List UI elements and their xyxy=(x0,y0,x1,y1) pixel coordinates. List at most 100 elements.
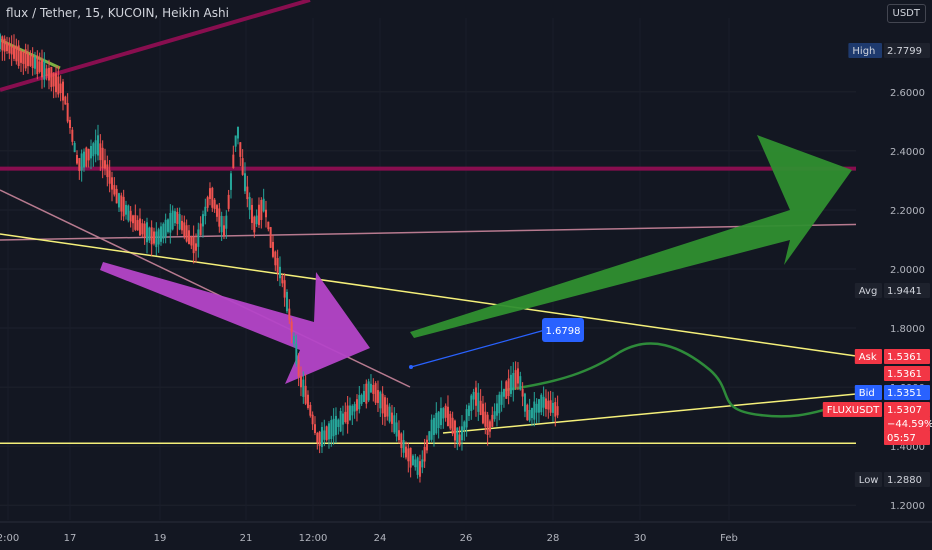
candle-body xyxy=(500,391,503,405)
candle-body xyxy=(547,400,550,410)
candle-body xyxy=(3,38,6,52)
candle-body xyxy=(386,404,389,417)
candle-body xyxy=(243,173,246,192)
candle-body xyxy=(514,370,517,388)
price-tag-name: Bid xyxy=(859,388,875,399)
candle-body xyxy=(185,225,188,242)
candle-body xyxy=(283,280,286,298)
candle-body xyxy=(353,404,356,412)
candle-body xyxy=(99,143,102,161)
candle-body xyxy=(549,400,552,413)
x-tick-label: 28 xyxy=(547,533,560,544)
candle-body xyxy=(556,406,559,416)
candle-body xyxy=(0,34,1,50)
candle-body xyxy=(526,404,529,421)
candle-body xyxy=(201,214,204,227)
candle-body xyxy=(96,135,99,156)
candle-body xyxy=(425,439,428,451)
candle-body xyxy=(183,222,186,237)
candle-body xyxy=(5,42,8,52)
candle-body xyxy=(516,368,519,384)
candle-body xyxy=(551,402,554,413)
candle-body xyxy=(297,359,300,377)
candle-body xyxy=(19,51,22,63)
y-tick-label: 1.2000 xyxy=(890,501,925,512)
candle-body xyxy=(260,200,263,220)
candle-body xyxy=(330,420,333,439)
candle-body xyxy=(407,448,410,462)
candle-body xyxy=(106,164,109,178)
candle-body xyxy=(176,211,179,224)
candle-body xyxy=(150,227,153,245)
candle-body xyxy=(388,406,391,422)
candle-body xyxy=(463,421,466,430)
candle-body xyxy=(374,383,377,403)
candle-body xyxy=(507,378,510,397)
candle-body xyxy=(528,409,531,421)
candle-body xyxy=(367,381,370,401)
candle-body xyxy=(22,51,25,64)
candle-body xyxy=(339,410,342,432)
currency-button[interactable]: USDT xyxy=(886,4,926,23)
candle-body xyxy=(236,126,239,139)
candles xyxy=(0,32,559,483)
candle-body xyxy=(38,61,41,72)
green-projection-curve xyxy=(504,342,837,418)
candle-body xyxy=(435,412,438,434)
candle-body xyxy=(437,411,440,429)
candle-body xyxy=(365,383,368,404)
candle-body xyxy=(400,433,403,449)
candle-body xyxy=(269,227,272,248)
candle-body xyxy=(362,391,365,402)
candle-body xyxy=(309,404,312,416)
candle-body xyxy=(134,215,137,230)
candle-body xyxy=(82,151,85,168)
candle-body xyxy=(75,154,78,164)
candle-body xyxy=(428,431,431,441)
candle-body xyxy=(66,103,69,122)
price-tag-value: 1.5361 xyxy=(887,369,922,380)
candle-body xyxy=(327,423,330,440)
candle-body xyxy=(535,403,538,413)
candle-body xyxy=(17,45,20,66)
candle-body xyxy=(479,400,482,415)
candle-body xyxy=(292,336,295,344)
candle-body xyxy=(512,372,515,391)
candle-body xyxy=(113,185,116,195)
candle-body xyxy=(446,406,449,427)
price-tag-name: High xyxy=(852,46,875,57)
candle-body xyxy=(141,223,144,235)
candle-body xyxy=(521,389,524,397)
price-tag-value: 1.9441 xyxy=(887,286,922,297)
candle-body xyxy=(320,426,323,448)
candle-body xyxy=(68,120,71,129)
candle-body xyxy=(103,160,106,169)
candle-body xyxy=(484,411,487,427)
candle-body xyxy=(318,431,321,446)
candle-body xyxy=(523,393,526,412)
candle-body xyxy=(372,385,375,394)
candle-body xyxy=(127,205,130,221)
candle-body xyxy=(505,381,508,399)
candle-body xyxy=(393,415,396,433)
candle-body xyxy=(519,376,522,390)
candle-body xyxy=(257,204,260,226)
candle-body xyxy=(414,459,417,468)
candle-body xyxy=(460,426,463,441)
candle-body xyxy=(276,258,279,273)
candle-body xyxy=(190,236,193,246)
candle-body xyxy=(87,148,90,161)
annotation-label: 1.6798 xyxy=(546,326,581,337)
candle-body xyxy=(117,193,120,208)
price-tag-value: 1.5307 xyxy=(887,405,922,416)
candle-body xyxy=(173,211,176,224)
candle-body xyxy=(299,375,302,388)
candle-body xyxy=(148,227,151,241)
candle-body xyxy=(225,215,228,229)
candle-body xyxy=(281,275,284,284)
candle-body xyxy=(131,215,134,224)
candle-body xyxy=(152,231,155,244)
candle-body xyxy=(262,198,265,212)
